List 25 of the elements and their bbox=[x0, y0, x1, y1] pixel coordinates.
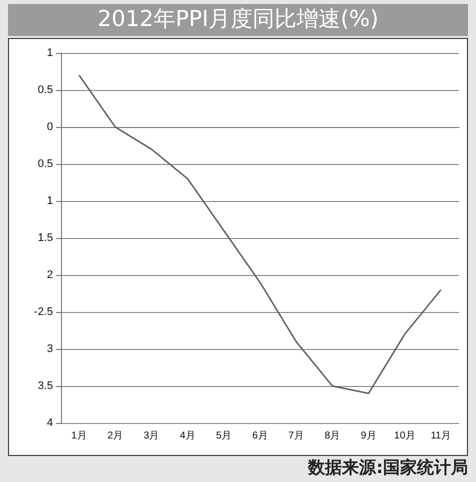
x-tick-label: 3月 bbox=[144, 430, 160, 442]
y-tick-label: 2 bbox=[46, 269, 53, 281]
y-tick-label: 3 bbox=[46, 343, 53, 355]
x-tick-label: 6月 bbox=[252, 430, 268, 442]
line-series bbox=[78, 74, 442, 394]
y-tick-label: 0 bbox=[46, 121, 53, 133]
y-tick-label: 1 bbox=[46, 47, 53, 59]
y-tick-label: -2.5 bbox=[34, 306, 53, 318]
y-tick-label: 1.5 bbox=[38, 232, 53, 244]
x-tick-label: 1月 bbox=[71, 430, 87, 442]
y-tick-label: 4 bbox=[46, 417, 53, 429]
y-tick-label: 3.5 bbox=[38, 380, 53, 392]
x-tick-label: 8月 bbox=[324, 430, 340, 442]
y-tick-label: 0.5 bbox=[38, 84, 53, 96]
y-tick-label: 1 bbox=[46, 195, 53, 207]
x-tick-label: 9月 bbox=[360, 430, 376, 442]
y-tick-label: 0.5 bbox=[38, 158, 53, 170]
x-tick-label: 5月 bbox=[216, 430, 232, 442]
x-tick-label: 2月 bbox=[107, 430, 124, 442]
x-tick-label: 10月 bbox=[394, 430, 416, 442]
source-note: 数据来源:国家统计局 bbox=[308, 457, 468, 479]
x-tick-label: 7月 bbox=[288, 430, 304, 442]
x-tick-label: 11月 bbox=[430, 430, 452, 442]
chart-title: 2012年PPI月度同比增速(%) bbox=[8, 4, 468, 36]
x-tick-label: 4月 bbox=[180, 430, 196, 442]
